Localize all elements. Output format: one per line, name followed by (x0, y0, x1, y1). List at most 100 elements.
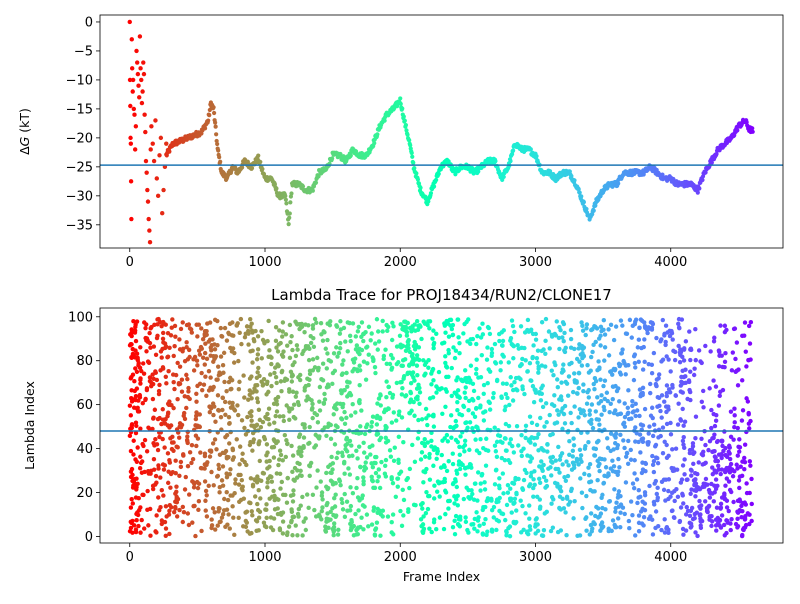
data-point (653, 442, 659, 448)
data-point (199, 370, 204, 376)
data-point (412, 166, 417, 171)
data-point (220, 395, 225, 400)
y-tick-label: 100 (68, 310, 93, 325)
data-point (355, 495, 361, 500)
data-point (715, 438, 721, 444)
data-point (394, 380, 400, 386)
x-tick-label: 4000 (654, 255, 687, 270)
data-point (373, 460, 378, 466)
data-point (315, 420, 321, 425)
data-point (558, 489, 564, 494)
data-point (441, 526, 447, 532)
data-point (427, 455, 432, 460)
data-point (429, 382, 434, 387)
data-point (427, 451, 432, 457)
data-point (348, 153, 353, 158)
data-point (404, 128, 409, 133)
data-point (735, 453, 741, 458)
data-point (395, 484, 400, 489)
data-point (449, 365, 454, 371)
data-point (236, 412, 241, 418)
data-point (749, 501, 754, 507)
data-point (724, 518, 730, 524)
data-point (462, 438, 468, 443)
data-point (564, 532, 569, 538)
data-point (143, 325, 148, 331)
data-point (633, 425, 638, 430)
data-point (403, 394, 408, 399)
data-point (512, 496, 518, 501)
data-point (718, 471, 723, 477)
data-point (409, 150, 414, 156)
x-tick-label: 2000 (384, 255, 417, 270)
data-point (353, 334, 359, 339)
data-point (636, 487, 641, 493)
data-point (247, 388, 252, 393)
data-point (287, 215, 292, 220)
data-point (363, 460, 368, 465)
data-point (581, 382, 586, 387)
data-point (598, 528, 603, 533)
data-point (743, 502, 748, 507)
data-point (289, 443, 294, 449)
data-point (539, 320, 545, 325)
data-point (231, 360, 237, 365)
data-point (479, 352, 485, 358)
data-point (349, 519, 354, 525)
data-point (497, 508, 502, 514)
data-point (487, 407, 493, 412)
data-point (410, 442, 415, 448)
data-point (300, 184, 306, 189)
data-point (269, 361, 274, 367)
data-point (586, 473, 592, 478)
data-point (408, 381, 414, 386)
data-point (572, 178, 577, 183)
data-point (135, 71, 141, 77)
data-point (289, 334, 294, 339)
data-point (398, 322, 403, 327)
data-point (677, 359, 683, 365)
data-point (546, 329, 552, 334)
data-point (462, 390, 467, 395)
data-point (718, 323, 723, 328)
data-point (560, 462, 565, 467)
data-point (268, 515, 274, 520)
data-point (357, 382, 362, 388)
data-point (553, 333, 559, 338)
data-point (669, 508, 675, 514)
plot-area (100, 19, 783, 245)
data-point (353, 511, 358, 517)
data-point (383, 440, 389, 445)
data-point (357, 397, 362, 403)
data-point (647, 483, 652, 489)
data-point (604, 436, 610, 441)
data-point (569, 420, 574, 426)
data-point (456, 335, 461, 340)
data-point (178, 326, 184, 332)
data-point (359, 408, 364, 413)
data-point (527, 524, 533, 529)
data-point (384, 379, 389, 384)
data-point (400, 363, 406, 369)
data-point (220, 407, 225, 413)
data-point (201, 382, 207, 387)
data-point (457, 340, 462, 346)
data-point (220, 464, 226, 469)
data-point (256, 407, 262, 412)
data-point (211, 359, 216, 364)
data-point (276, 497, 281, 502)
data-point (558, 507, 564, 512)
data-point (525, 369, 530, 374)
data-point (431, 328, 436, 333)
data-point (589, 327, 594, 333)
data-point (596, 506, 601, 511)
data-point (584, 206, 589, 212)
data-point (585, 363, 590, 368)
data-point (401, 497, 407, 503)
data-point (592, 489, 597, 494)
data-point (566, 502, 571, 507)
data-point (338, 482, 343, 488)
data-point (489, 350, 495, 356)
data-point (602, 407, 607, 413)
data-point (414, 356, 420, 361)
